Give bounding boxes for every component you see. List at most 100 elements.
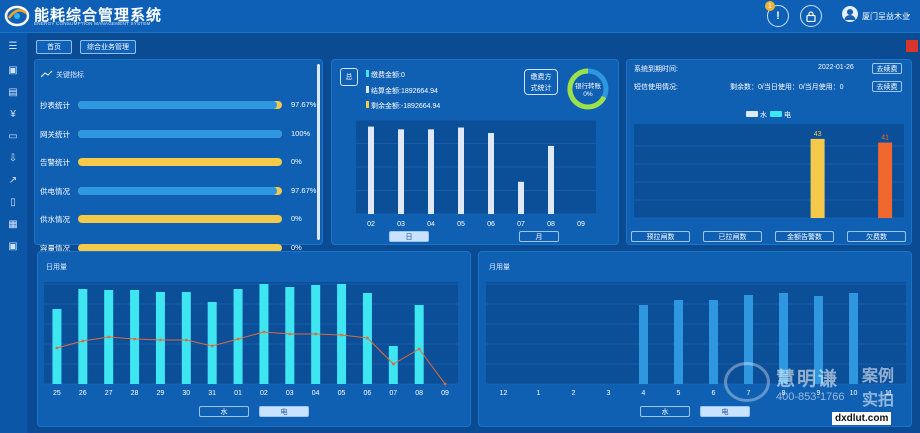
chart-point	[236, 337, 240, 341]
chart-tick-label: 10	[850, 390, 858, 397]
tab-day[interactable]: 日	[389, 231, 429, 242]
chart-series-line	[56, 331, 446, 385]
chart-tick-label: 03	[286, 390, 294, 397]
money-icon[interactable]: ¥	[10, 109, 16, 120]
chart-bar	[285, 287, 295, 384]
amount-warning-button[interactable]: 金额告警数	[775, 231, 834, 242]
chart-point	[262, 330, 266, 334]
chart-point	[133, 337, 136, 341]
kpi-label: 告警统计	[40, 158, 70, 167]
legend-elec: 电	[784, 112, 791, 119]
kpi-label: 网关统计	[40, 129, 70, 139]
total-box: 总	[340, 68, 358, 86]
chart-tick-label: 04	[312, 390, 320, 397]
image-icon[interactable]: ▣	[8, 65, 18, 76]
chart-point	[184, 338, 188, 342]
chart-tick-label: 02	[367, 221, 375, 228]
kpi-title: 关键指标	[56, 72, 84, 79]
legend-elec-swatch	[770, 111, 782, 117]
chart-bar	[779, 293, 788, 384]
chart-point	[81, 339, 85, 343]
kpi-value: 100%	[291, 128, 311, 138]
download-icon[interactable]: ⇩	[8, 153, 18, 164]
remaining-amount: 剩余金额:-1892664.94	[371, 103, 441, 110]
folder-icon[interactable]: ▤	[8, 87, 18, 98]
daily-usage-chart: 25 26 27 28 29 30 31 01 02 03 04 05 06 07 08 09	[44, 282, 458, 397]
kpi-value: 0%	[291, 214, 302, 223]
lock-icon	[806, 10, 816, 22]
settled-amount: 结算金额:1892664.94	[371, 88, 438, 95]
document-icon[interactable]: ▯	[10, 197, 16, 208]
monthly-title: 月用量	[489, 264, 510, 271]
payment-method-box[interactable]: 缴费方 式统计	[524, 69, 558, 95]
watermark-line2: 实拍	[862, 392, 895, 409]
watermark-line1: 案例	[862, 368, 895, 385]
monthly-tab-elec[interactable]: 电	[700, 406, 750, 417]
pre-cut-button[interactable]: 预拉闸数	[631, 231, 690, 242]
expire-date: 2022-01-26	[818, 64, 854, 71]
chart-bar	[709, 300, 718, 384]
kpi-value: 0%	[291, 157, 302, 166]
daily-tab-elec[interactable]: 电	[259, 406, 309, 417]
app-subtitle: ENERGY CONSUMPTION MANAGEMENT SYSTEM	[34, 21, 151, 26]
arrears-button[interactable]: 欠费数	[847, 231, 906, 242]
chart-bar	[181, 292, 191, 384]
chart-bar	[548, 145, 554, 214]
chart-data-label: 41	[881, 135, 889, 142]
close-panel-button[interactable]	[906, 40, 918, 52]
chart-bar	[814, 296, 823, 384]
chart-point	[391, 362, 395, 366]
chart-bar	[52, 309, 62, 384]
payment-bar-chart: 02 03 04 05 06 07 08 09	[356, 120, 596, 228]
chart-point	[107, 335, 111, 339]
kpi-value: 97.67%	[291, 185, 317, 195]
chart-bar	[78, 289, 88, 384]
daily-tab-water[interactable]: 水	[199, 406, 249, 417]
cut-button[interactable]: 已拉闸数	[703, 231, 762, 242]
user-name[interactable]: 厦门呈益木业	[862, 12, 910, 21]
alert-button[interactable]: !	[767, 5, 789, 27]
avatar[interactable]	[842, 6, 858, 22]
lock-button[interactable]	[800, 5, 822, 27]
watermark-brand: 慧明谦	[776, 369, 840, 390]
ring-arc	[567, 68, 607, 110]
chart-tick-label: 8	[782, 390, 786, 397]
monthly-tab-water[interactable]: 水	[640, 406, 690, 417]
chart-tick-label: 29	[157, 390, 165, 397]
renew-system-button[interactable]: 去续费	[872, 63, 902, 74]
kpi-progress-fill	[78, 101, 278, 109]
chart-tick-label: 04	[427, 221, 435, 228]
kpi-label: 抄表统计	[40, 101, 70, 110]
method-line2: 式统计	[530, 85, 552, 92]
total-label: 总	[345, 74, 353, 81]
chart-data-label: 43	[814, 131, 822, 138]
remaining-marker	[366, 101, 369, 108]
watermark-phone: 400-853-1766	[776, 391, 845, 403]
chart-tick-label: 08	[547, 221, 555, 228]
chart-bar	[849, 293, 858, 384]
chart-tick-label: 02	[260, 390, 268, 397]
chart-point	[55, 346, 59, 350]
chart-bar	[639, 305, 648, 384]
chart-tick-label: 28	[131, 390, 139, 397]
chart-plot-area	[634, 124, 904, 218]
menu-list-icon[interactable]: ☰	[8, 41, 18, 52]
chart-tick-label: 09	[577, 221, 585, 228]
energy-logo-icon	[4, 5, 30, 27]
kpi-label: 供电情况	[40, 186, 70, 196]
breadcrumb-home[interactable]: 首页	[36, 40, 72, 54]
chart-tick-label: 09	[441, 390, 449, 397]
tab-month[interactable]: 月	[519, 231, 559, 242]
monitor-icon[interactable]: ▭	[8, 131, 18, 142]
chart-bar	[207, 302, 217, 384]
gallery-icon[interactable]: ▣	[8, 241, 18, 252]
line-chart-icon[interactable]: ↗	[8, 175, 18, 186]
kpi-scrollbar[interactable]	[317, 64, 320, 240]
chart-bar	[518, 181, 524, 214]
breadcrumb-current[interactable]: 综合业务管理	[80, 40, 136, 54]
chevron-down-icon[interactable]: ⌄	[905, 9, 912, 18]
kpi-progress-fill	[78, 186, 278, 195]
renew-sms-button[interactable]: 去续费	[872, 81, 902, 92]
grid-icon[interactable]: ▦	[8, 219, 18, 230]
ring-label: 银行转账	[575, 81, 602, 90]
